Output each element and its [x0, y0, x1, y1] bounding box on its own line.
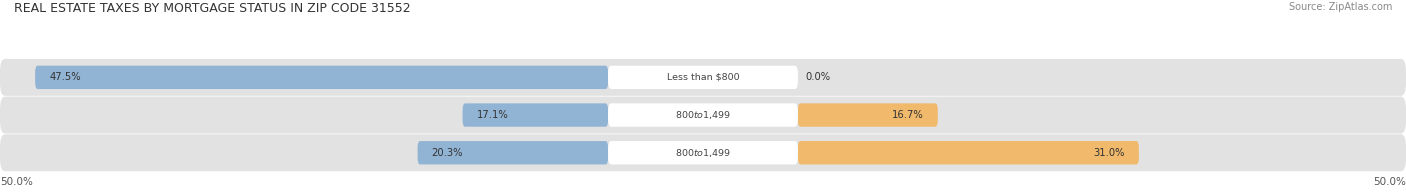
FancyBboxPatch shape [0, 59, 1406, 96]
Text: 47.5%: 47.5% [49, 72, 80, 82]
FancyBboxPatch shape [418, 141, 609, 164]
FancyBboxPatch shape [609, 66, 799, 89]
FancyBboxPatch shape [609, 103, 799, 127]
Text: 50.0%: 50.0% [1374, 177, 1406, 187]
FancyBboxPatch shape [35, 66, 609, 89]
Text: 17.1%: 17.1% [477, 110, 509, 120]
Text: $800 to $1,499: $800 to $1,499 [675, 147, 731, 159]
FancyBboxPatch shape [799, 141, 1139, 164]
Text: 16.7%: 16.7% [891, 110, 924, 120]
Text: $800 to $1,499: $800 to $1,499 [675, 109, 731, 121]
Text: Less than $800: Less than $800 [666, 73, 740, 82]
FancyBboxPatch shape [609, 141, 799, 164]
FancyBboxPatch shape [0, 97, 1406, 134]
Text: 31.0%: 31.0% [1094, 148, 1125, 158]
FancyBboxPatch shape [799, 103, 938, 127]
FancyBboxPatch shape [463, 103, 609, 127]
Text: Source: ZipAtlas.com: Source: ZipAtlas.com [1288, 2, 1392, 12]
Text: 0.0%: 0.0% [804, 72, 830, 82]
Text: 50.0%: 50.0% [0, 177, 32, 187]
Text: 20.3%: 20.3% [432, 148, 463, 158]
Text: REAL ESTATE TAXES BY MORTGAGE STATUS IN ZIP CODE 31552: REAL ESTATE TAXES BY MORTGAGE STATUS IN … [14, 2, 411, 15]
FancyBboxPatch shape [0, 134, 1406, 171]
